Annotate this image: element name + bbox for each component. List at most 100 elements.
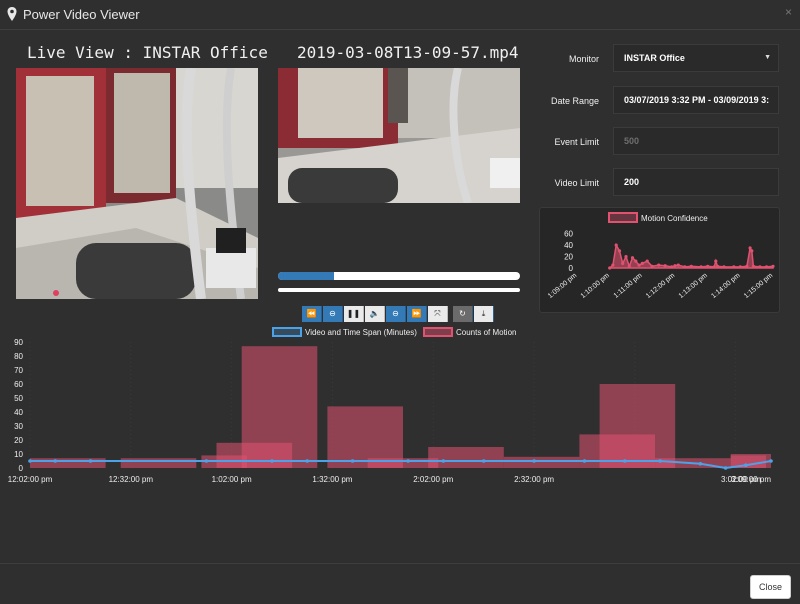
main-y-tick-label: 60 (14, 380, 23, 389)
fullscreen-button[interactable]: ⤧ (428, 306, 448, 322)
main-x-tick-label: 1:32:00 pm (312, 475, 352, 484)
recording-filename: 2019-03-08T13-09-57.mp4 (297, 43, 519, 62)
motion-count-bar (730, 454, 771, 468)
video-limit-label: Video Limit (554, 178, 599, 188)
mini-x-tick-label: 1:14:00 pm (710, 272, 741, 300)
download-button[interactable]: ⤓ (474, 306, 494, 322)
map-pin-icon (7, 7, 17, 21)
main-x-tick-label: 12:32:00 pm (109, 475, 154, 484)
refresh-button[interactable]: ↻ (453, 306, 473, 322)
video-limit-input[interactable]: 200 (613, 168, 779, 196)
video-span-point (28, 459, 32, 463)
main-x-tick-label: 3:02:00 pm (721, 475, 761, 484)
video-span-line (30, 460, 772, 470)
event-limit-input[interactable]: 500 (613, 127, 779, 155)
pause-button[interactable]: ❚❚ (344, 306, 364, 322)
monitor-select[interactable]: INSTAR Office ▼ (613, 44, 779, 72)
motion-confidence-point (663, 264, 667, 268)
motion-confidence-point (758, 265, 762, 269)
motion-confidence-point (614, 243, 618, 247)
motion-confidence-point (657, 263, 661, 267)
video-span-point (441, 459, 446, 463)
motion-confidence-point (645, 259, 649, 263)
video-span-point (698, 462, 703, 466)
main-x-tick-label: 3:09:00 pm (731, 475, 771, 484)
volume-button[interactable]: 🔈 (365, 306, 385, 322)
motion-confidence-point (650, 264, 654, 268)
mini-x-tick-label: 1:10:00 pm (580, 272, 611, 300)
motion-confidence-point (689, 264, 693, 268)
video-span-point (53, 459, 57, 463)
motion-count-bar (327, 406, 403, 468)
video-span-point (769, 459, 773, 463)
motion-count-bar (503, 456, 580, 468)
motion-confidence-point (683, 265, 687, 269)
motion-confidence-chart: Motion Confidence 60 40 20 0 1:09:00 pm 1:10:0… (539, 207, 780, 313)
monitor-select-value: INSTAR Office (624, 53, 685, 63)
motion-confidence-point (617, 249, 622, 253)
motion-confidence-point (621, 261, 625, 265)
mini-y-tick-label: 0 (569, 264, 574, 273)
main-x-tick-label: 2:32:00 pm (514, 475, 554, 484)
video-span-point (744, 463, 748, 467)
close-icon[interactable]: × (784, 5, 792, 19)
legend-swatch-motion-confidence (608, 212, 638, 223)
main-y-tick-label: 0 (19, 464, 24, 473)
motion-confidence-point (738, 265, 742, 269)
video-span-point (658, 459, 662, 463)
motion-confidence-svg: Motion Confidence 60 40 20 01:09:00 pm 1:10:0… (547, 212, 775, 300)
seek-slider[interactable] (278, 288, 520, 292)
video-span-point (481, 459, 486, 463)
main-y-tick-label: 50 (14, 394, 23, 403)
motion-confidence-point (624, 255, 628, 259)
video-span-point (532, 459, 536, 463)
motion-confidence-point (751, 264, 755, 268)
motion-confidence-point (715, 264, 720, 268)
main-y-tick-label: 20 (14, 436, 23, 445)
close-button[interactable]: Close (750, 575, 791, 599)
motion-confidence-point (712, 265, 716, 269)
main-y-tick-label: 90 (14, 338, 23, 347)
mini-y-tick-label: 60 (564, 230, 573, 239)
playback-progress-fill (278, 272, 334, 280)
playback-progress[interactable] (278, 272, 520, 280)
date-range-input[interactable]: 03/07/2019 3:32 PM - 03/09/2019 3: (613, 86, 779, 114)
motion-confidence-point (764, 265, 769, 269)
motion-confidence-point (706, 264, 710, 268)
motion-count-bar (241, 346, 318, 468)
recording-video[interactable] (278, 68, 520, 203)
video-span-point (350, 459, 355, 463)
legend-label-counts-motion: Counts of Motion (456, 328, 516, 337)
modal-footer: Close (0, 563, 800, 604)
main-y-tick-label: 80 (14, 352, 23, 361)
main-y-tick-label: 10 (14, 450, 23, 459)
main-x-tick-label: 12:02:00 pm (8, 475, 53, 484)
motion-confidence-point (714, 259, 718, 263)
motion-counts-chart: 90 80 70 60 50 40 30 20 10 0 12:02:00 pm 12:32:00 p… (8, 338, 773, 484)
video-span-point (723, 466, 728, 470)
main-y-tick-label: 30 (14, 422, 23, 431)
main-x-tick-label: 2:02:00 pm (413, 475, 453, 484)
main-y-tick-label: 70 (14, 366, 23, 375)
date-range-label: Date Range (550, 96, 599, 106)
legend-label-motion-confidence: Motion Confidence (641, 214, 708, 223)
mini-x-tick-label: 1:11:00 pm (613, 272, 644, 300)
motion-confidence-point (771, 264, 775, 268)
fast-forward-button[interactable]: ⏩ (407, 306, 427, 322)
motion-confidence-point (627, 264, 631, 268)
faster-button[interactable]: ⊖ (386, 306, 406, 322)
video-span-point (406, 459, 410, 463)
modal-header: Power Video Viewer × (0, 0, 800, 30)
main-chart-legend: Video and Time Span (Minutes) Counts of M… (272, 327, 516, 337)
rewind-button[interactable]: ⏪ (302, 306, 322, 322)
legend-swatch-counts-motion (423, 327, 453, 337)
caret-down-icon: ▼ (764, 54, 771, 61)
motion-count-bar (30, 458, 106, 468)
motion-confidence-point (699, 265, 703, 269)
motion-count-bar (599, 384, 676, 468)
motion-confidence-point (745, 264, 749, 268)
motion-confidence-point (670, 265, 674, 269)
motion-confidence-point (732, 265, 736, 269)
slower-button[interactable]: ⊖ (323, 306, 343, 322)
motion-confidence-point (676, 263, 680, 267)
